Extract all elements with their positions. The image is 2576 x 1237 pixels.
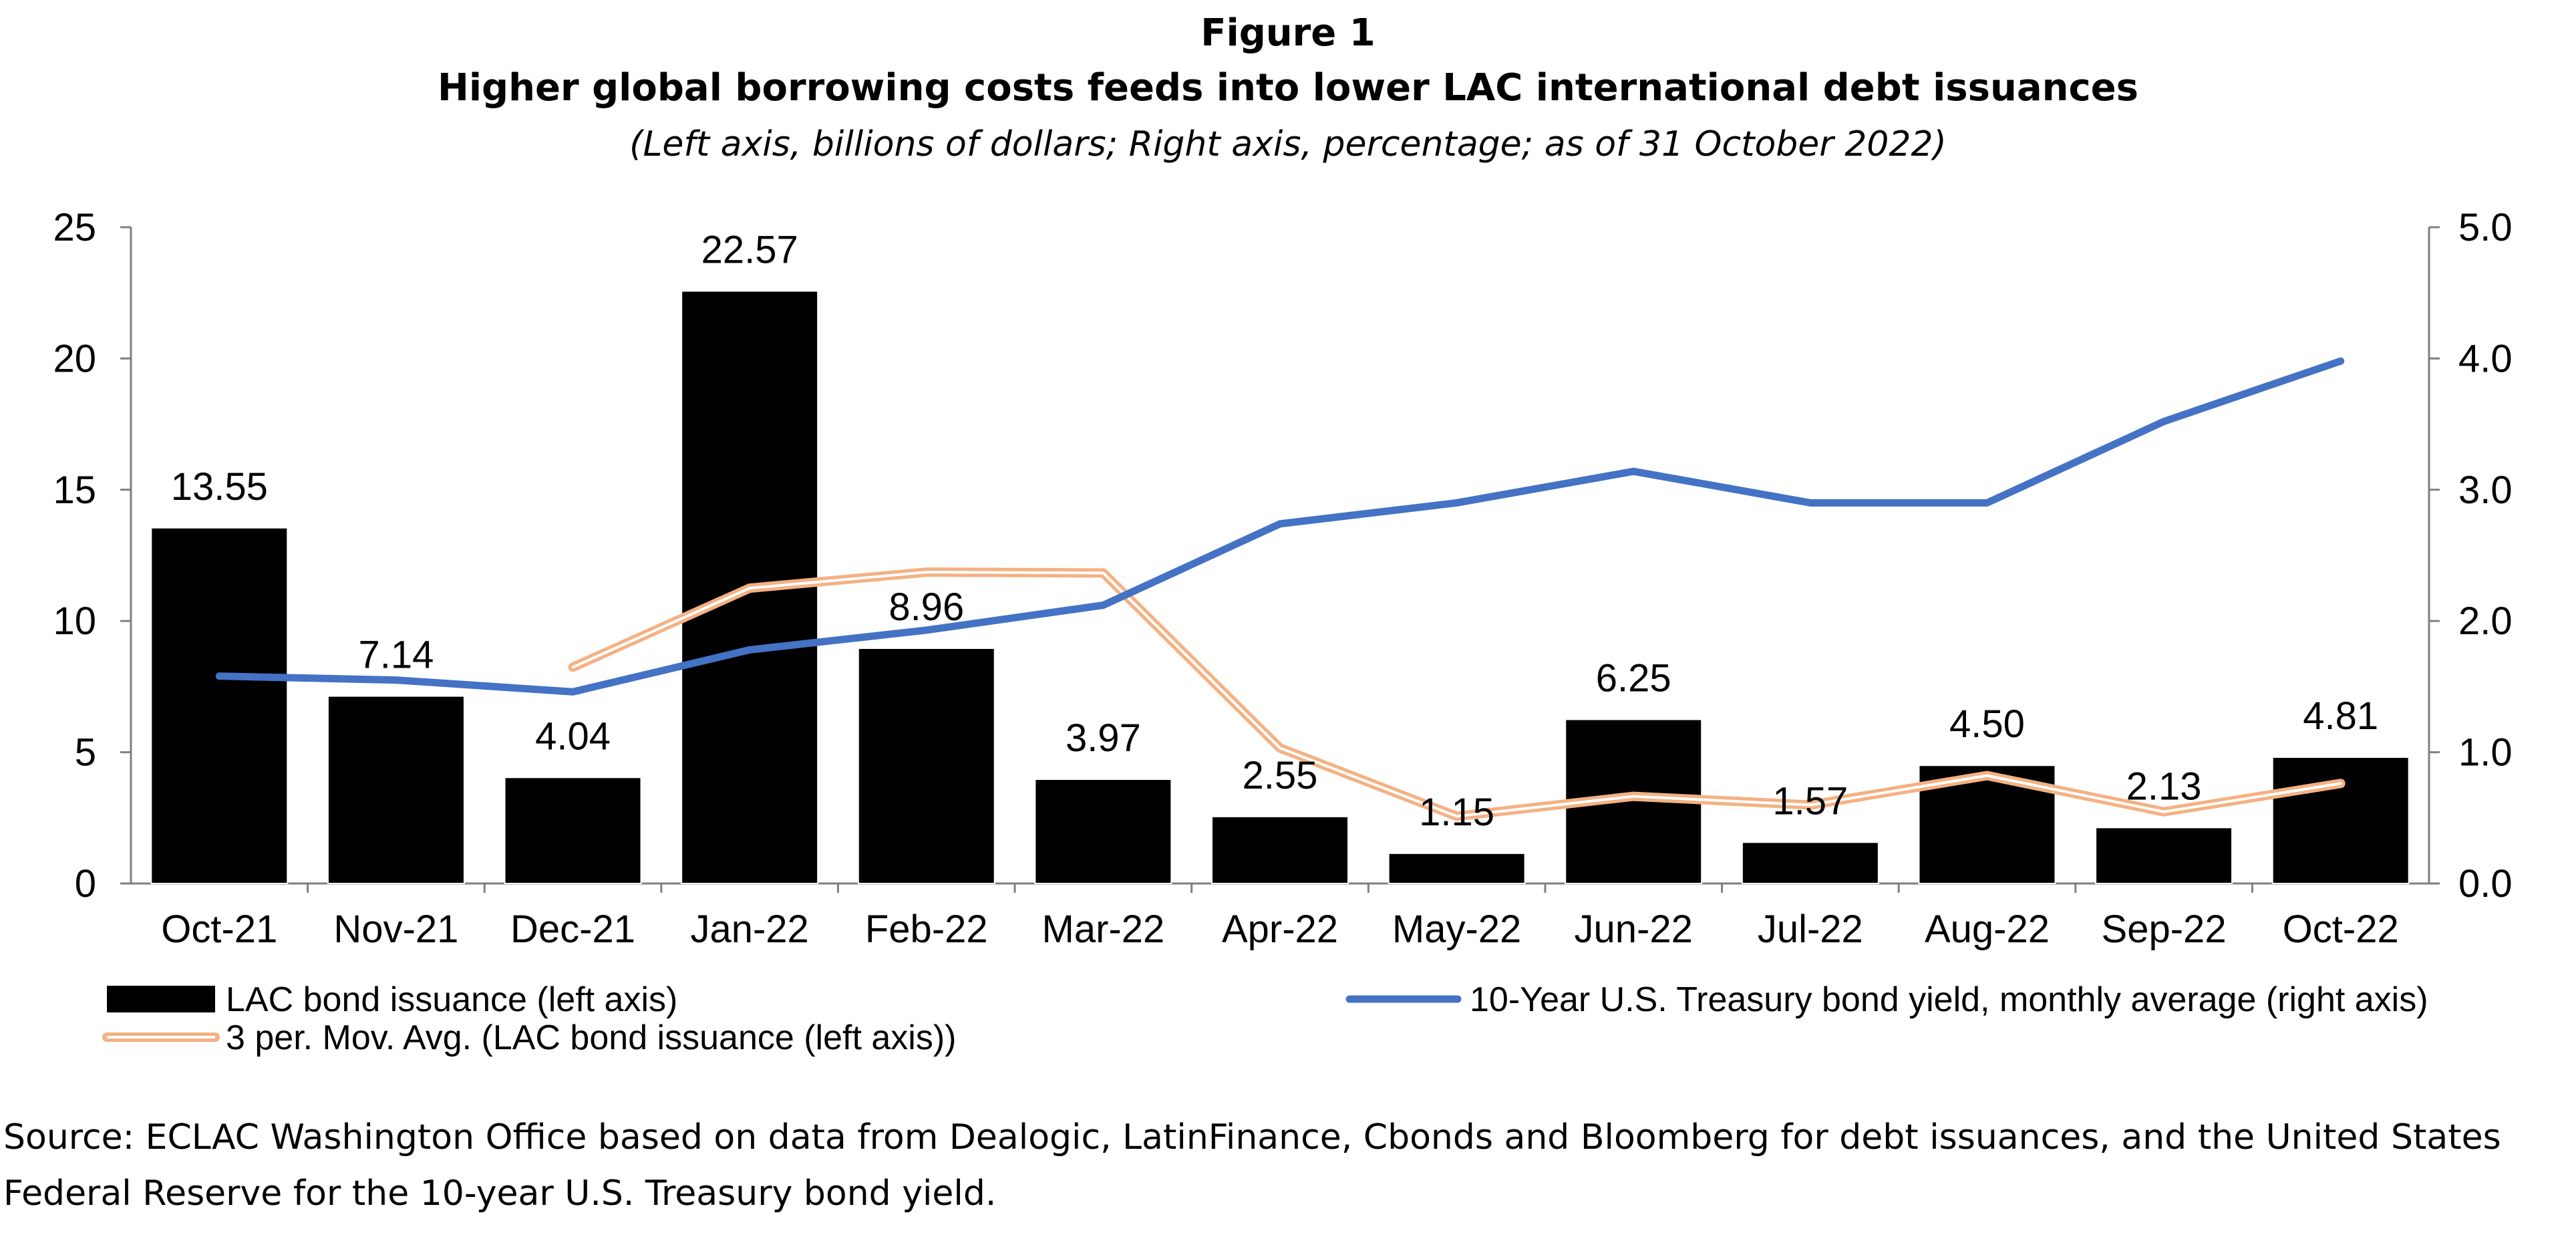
right-tick-label: 1.0 bbox=[2458, 731, 2513, 775]
bar-feb-22 bbox=[857, 648, 995, 884]
figure-subtitle: (Left axis, billions of dollars; Right a… bbox=[629, 124, 1947, 164]
right-tick-label: 5.0 bbox=[2458, 206, 2513, 249]
left-tick-label: 25 bbox=[53, 206, 96, 249]
bar-dec-21 bbox=[504, 777, 642, 884]
bar-data-label: 22.57 bbox=[701, 228, 798, 271]
figure-label: Figure 1 bbox=[1200, 11, 1376, 55]
bar-oct-22 bbox=[2271, 757, 2410, 884]
x-tick-label: Jan-22 bbox=[690, 908, 808, 951]
left-tick-label: 20 bbox=[53, 337, 96, 380]
x-tick-label: Aug-22 bbox=[1925, 908, 2050, 951]
x-tick-label: Oct-22 bbox=[2283, 908, 2399, 951]
x-tick-label: May-22 bbox=[1392, 908, 1521, 951]
x-tick-label: Dec-21 bbox=[510, 908, 635, 951]
moving-average-line-inner bbox=[571, 571, 2342, 818]
right-tick-label: 2.0 bbox=[2458, 599, 2513, 643]
bar-data-label: 2.13 bbox=[2126, 765, 2202, 808]
legend-label-moving-average: 3 per. Mov. Avg. (LAC bond issuance (lef… bbox=[226, 1018, 956, 1057]
x-tick-label: Oct-21 bbox=[161, 908, 277, 951]
bar-data-label: 4.81 bbox=[2303, 694, 2378, 738]
left-tick-label: 0 bbox=[75, 862, 96, 906]
bar-data-label: 4.50 bbox=[1949, 702, 2025, 746]
bar-data-label: 8.96 bbox=[889, 585, 964, 629]
x-tick-label: Apr-22 bbox=[1222, 908, 1338, 951]
bar-data-label: 13.55 bbox=[171, 465, 268, 509]
legend-swatch-issuance bbox=[107, 986, 215, 1012]
x-tick-label: Mar-22 bbox=[1042, 908, 1165, 951]
bar-apr-22 bbox=[1211, 815, 1349, 884]
bar-oct-21 bbox=[150, 527, 289, 885]
x-tick-label: Jul-22 bbox=[1758, 908, 1863, 951]
bar-nov-21 bbox=[327, 695, 465, 884]
left-tick-label: 15 bbox=[53, 468, 96, 512]
right-tick-label: 0.0 bbox=[2458, 862, 2513, 906]
figure-title-block: Figure 1 Higher global borrowing costs f… bbox=[0, 7, 2576, 172]
chart: 0 5 10 15 20 25 0.0 1.0 2.0 3.0 4.0 5.0 Oct-21 Nov-21… bbox=[53, 206, 2513, 1057]
bar-data-label: 6.25 bbox=[1596, 657, 1671, 700]
x-tick-label: Nov-21 bbox=[333, 908, 458, 951]
bar-data-label: 1.15 bbox=[1419, 791, 1494, 834]
bar-sep-22 bbox=[2095, 827, 2233, 885]
legend-label-yield: 10-Year U.S. Treasury bond yield, monthl… bbox=[1470, 980, 2428, 1019]
figure-title: Higher global borrowing costs feeds into… bbox=[437, 66, 2138, 110]
left-tick-label: 5 bbox=[75, 731, 96, 775]
x-tick-label: Sep-22 bbox=[2102, 908, 2227, 951]
bar-data-label: 1.57 bbox=[1772, 779, 1848, 823]
source-note: Source: ECLAC Washington Office based on… bbox=[3, 1117, 2501, 1214]
bar-data-label: 2.55 bbox=[1243, 754, 1318, 797]
right-tick-label: 3.0 bbox=[2458, 468, 2513, 512]
bar-may-22 bbox=[1388, 852, 1526, 885]
bar-data-label: 4.04 bbox=[535, 714, 611, 758]
moving-average-line bbox=[568, 567, 2346, 821]
bar-mar-22 bbox=[1034, 779, 1172, 885]
treasury-yield-line bbox=[215, 357, 2345, 696]
left-tick-label: 10 bbox=[53, 599, 96, 643]
bar-data-label: 3.97 bbox=[1066, 716, 1141, 760]
bar-jul-22 bbox=[1741, 841, 1879, 884]
x-tick-label: Jun-22 bbox=[1575, 908, 1693, 951]
right-tick-label: 4.0 bbox=[2458, 337, 2513, 380]
bar-data-label: 7.14 bbox=[358, 634, 434, 677]
x-tick-label: Feb-22 bbox=[865, 908, 988, 951]
legend-label-issuance: LAC bond issuance (left axis) bbox=[226, 980, 677, 1019]
